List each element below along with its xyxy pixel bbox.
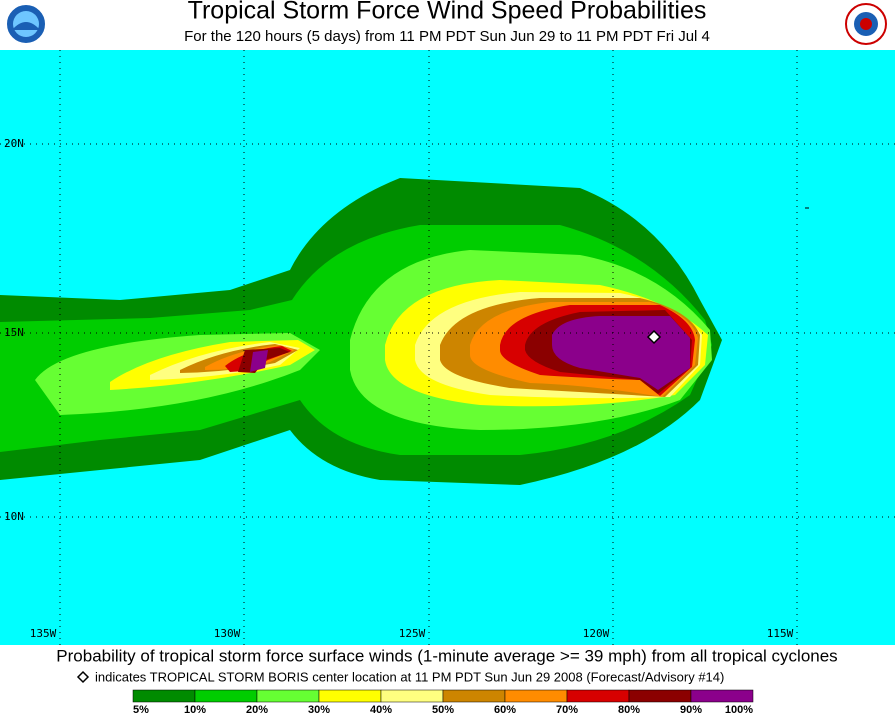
legend-swatch	[132, 689, 196, 703]
legend-swatch	[194, 689, 258, 703]
legend-swatch	[566, 689, 630, 703]
legend-label: 80%	[618, 704, 640, 716]
lat-label: 20N	[4, 137, 24, 150]
lon-label: 135W	[30, 627, 57, 640]
storm-center-marker	[646, 329, 662, 345]
legend-label: 90%	[680, 704, 702, 716]
legend: 5% 10% 20% 30% 40% 50% 60% 70% 80% 90% 100%	[132, 689, 754, 716]
legend-swatch	[504, 689, 568, 703]
legend-label: 20%	[246, 704, 268, 716]
legend-label: 70%	[556, 704, 578, 716]
noaa-logo	[5, 3, 47, 45]
title: Tropical Storm Force Wind Speed Probabil…	[188, 0, 707, 25]
legend-swatch	[256, 689, 320, 703]
subtitle: For the 120 hours (5 days) from 11 PM PD…	[184, 28, 710, 45]
lon-label: 125W	[399, 627, 426, 640]
lon-label: 115W	[767, 627, 794, 640]
legend-label: 5%	[133, 704, 149, 716]
legend-swatch	[318, 689, 382, 703]
lon-label: 120W	[583, 627, 610, 640]
legend-label: 100%	[725, 704, 753, 716]
legend-label: 60%	[494, 704, 516, 716]
legend-swatch	[628, 689, 692, 703]
legend-swatch	[442, 689, 506, 703]
legend-label: 10%	[184, 704, 206, 716]
lat-label: 15N	[4, 326, 24, 339]
legend-swatch	[690, 689, 754, 703]
note-marker	[76, 670, 90, 684]
lat-label: 10N	[4, 510, 24, 523]
note: indicates TROPICAL STORM BORIS center lo…	[95, 669, 724, 684]
nws-logo	[845, 3, 887, 45]
contours	[0, 178, 722, 485]
legend-swatch	[380, 689, 444, 703]
legend-label: 50%	[432, 704, 454, 716]
probability-contour	[250, 316, 690, 390]
caption: Probability of tropical storm force surf…	[56, 646, 837, 665]
legend-label: 30%	[308, 704, 330, 716]
lon-label: 130W	[214, 627, 241, 640]
legend-label: 40%	[370, 704, 392, 716]
